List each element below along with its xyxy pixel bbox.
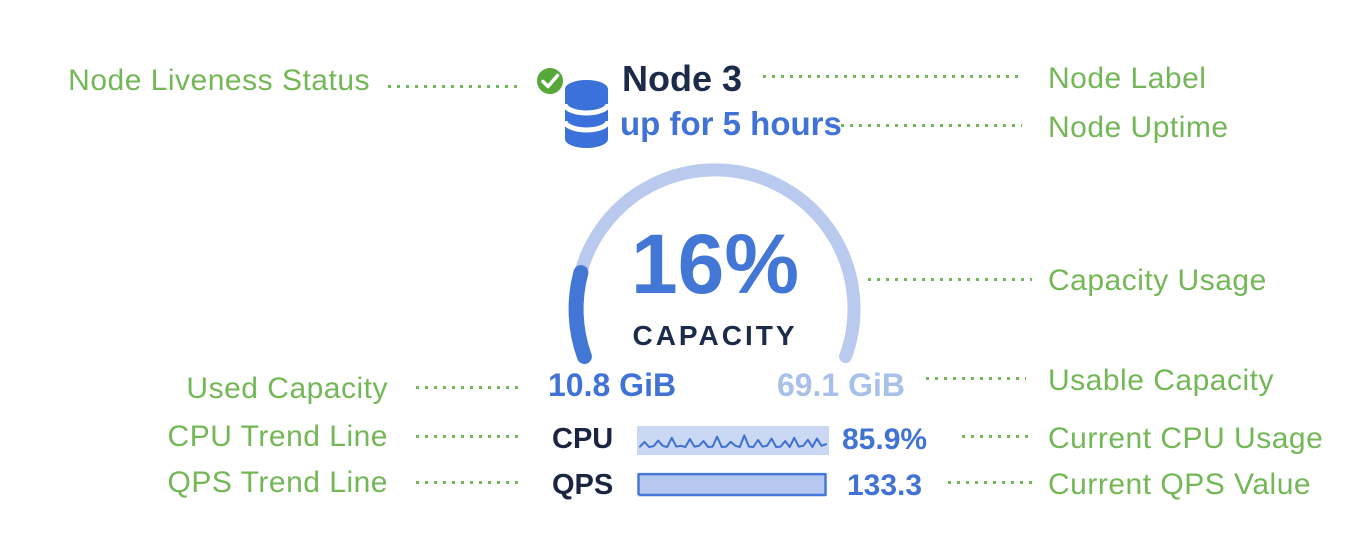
connector-used-capacity: [416, 386, 522, 389]
cpu-label: CPU: [552, 423, 614, 455]
cpu-sparkline-path: [639, 434, 827, 448]
connector-qps-trend: [416, 481, 522, 484]
callout-node-label: Node Label: [1048, 62, 1207, 95]
used-capacity-value: 10.8 GiB: [548, 367, 677, 403]
qps-area-fill: [638, 474, 826, 495]
liveness-check-icon: [534, 65, 566, 97]
callout-node-liveness-status: Node Liveness Status: [68, 64, 370, 97]
qps-area-stroke: [637, 472, 827, 497]
connector-node-label: [763, 75, 1021, 78]
callout-usable-capacity: Usable Capacity: [1048, 364, 1274, 397]
cpu-trend-sparkline: [637, 426, 829, 455]
connector-current-cpu: [962, 435, 1032, 438]
connector-usable-capacity: [926, 377, 1026, 380]
qps-label: QPS: [552, 469, 614, 501]
current-cpu-value: 85.9%: [842, 423, 928, 456]
current-qps-value: 133.3: [847, 469, 923, 502]
node-uptime: up for 5 hours: [620, 105, 842, 142]
database-cylinder-icon: [562, 80, 611, 148]
connector-cpu-trend: [416, 435, 522, 438]
qps-trend-area: [637, 472, 827, 497]
callout-used-capacity: Used Capacity: [186, 372, 388, 405]
gauge-fill: [568, 265, 592, 364]
connector-node-uptime: [832, 124, 1022, 127]
connector-node-liveness: [388, 85, 520, 88]
node-icon-group: [534, 65, 611, 148]
callout-current-cpu-usage: Current CPU Usage: [1048, 422, 1324, 455]
capacity-gauge: [568, 163, 861, 364]
callout-qps-trend-line: QPS Trend Line: [167, 466, 388, 499]
capacity-caption: CAPACITY: [632, 320, 798, 351]
connector-capacity-usage: [868, 278, 1032, 281]
callout-node-uptime: Node Uptime: [1048, 111, 1229, 144]
connector-current-qps: [948, 481, 1032, 484]
node-label: Node 3: [622, 58, 743, 99]
callout-capacity-usage: Capacity Usage: [1048, 264, 1267, 297]
usable-capacity-value: 69.1 GiB: [776, 367, 905, 403]
callout-current-qps-value: Current QPS Value: [1048, 468, 1312, 501]
callout-cpu-trend-line: CPU Trend Line: [167, 420, 388, 453]
capacity-usage-value: 16%: [630, 217, 800, 311]
